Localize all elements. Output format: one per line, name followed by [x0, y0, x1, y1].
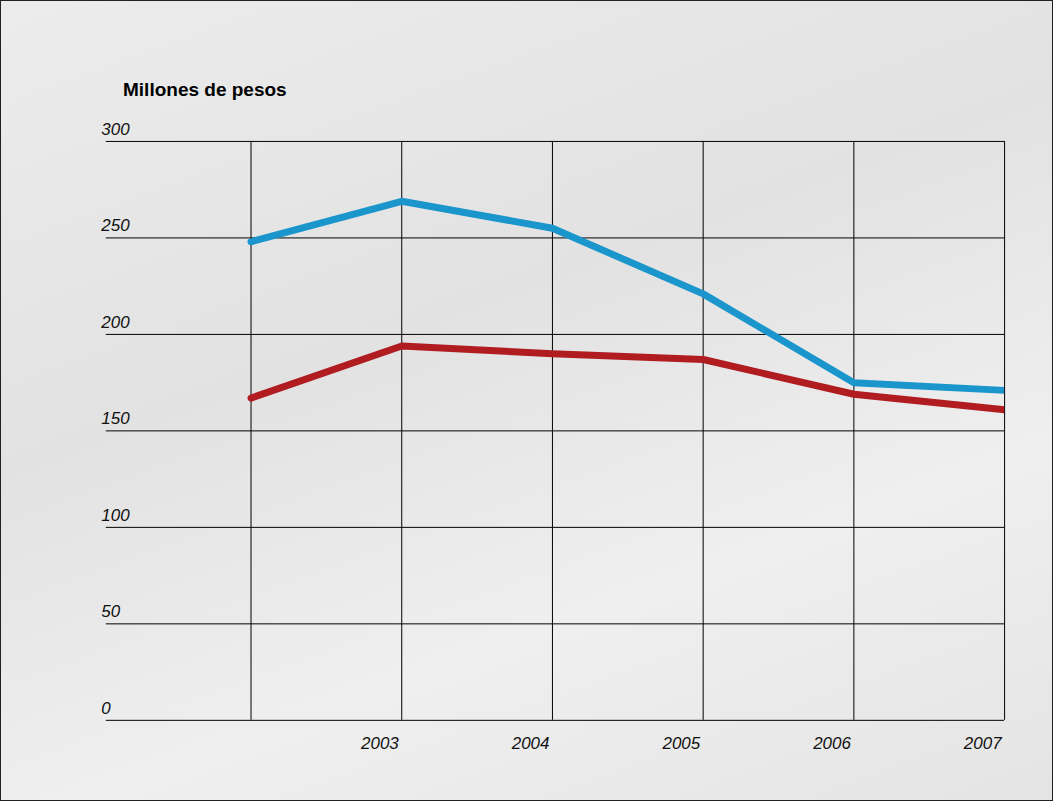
svg-text:0: 0	[101, 699, 111, 718]
svg-text:250: 250	[100, 216, 130, 235]
html-text:Millones de pesos: Millones de pesos	[123, 79, 287, 100]
svg-text:2007: 2007	[963, 734, 1002, 753]
svg-text:2005: 2005	[661, 734, 700, 753]
svg-text:2006: 2006	[812, 734, 851, 753]
svg-text:300: 300	[101, 120, 130, 139]
svg-text:2003: 2003	[360, 734, 399, 753]
svg-text:200: 200	[100, 313, 130, 332]
svg-text:150: 150	[101, 409, 130, 428]
svg-text:100: 100	[101, 506, 130, 525]
svg-text:2004: 2004	[511, 734, 550, 753]
svg-text:50: 50	[101, 602, 120, 621]
